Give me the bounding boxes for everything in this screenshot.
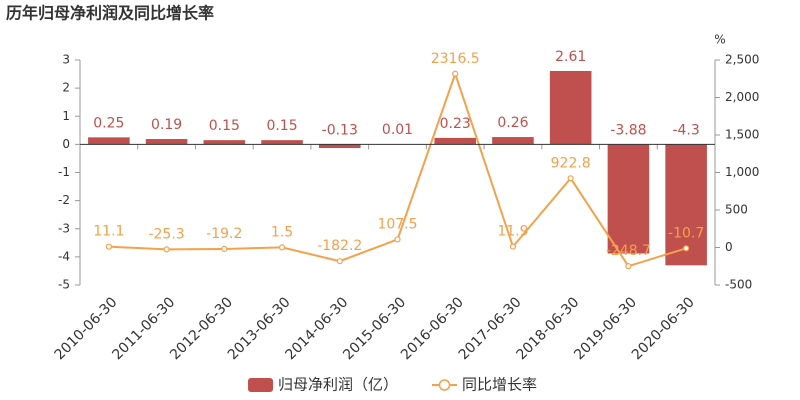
line-value-label: -19.2 bbox=[206, 226, 242, 242]
line-value-label: -248.7 bbox=[606, 243, 651, 259]
y2-tick-label: 500 bbox=[725, 203, 748, 217]
bar bbox=[665, 144, 707, 266]
legend-label: 归母净利润（亿） bbox=[278, 376, 398, 394]
line-point bbox=[509, 243, 517, 250]
bar-value-label: 2.61 bbox=[555, 49, 586, 65]
bar bbox=[145, 139, 188, 145]
x-tick-label: 2020-06-30 bbox=[629, 294, 698, 363]
y-tick-label: -5 bbox=[58, 278, 70, 292]
bar-value-label: 0.15 bbox=[209, 118, 240, 134]
y-tick-label: 3 bbox=[62, 53, 70, 67]
line-value-label: 11.9 bbox=[497, 224, 528, 240]
line-value-label: 922.8 bbox=[551, 155, 591, 171]
bar-value-label: 0.23 bbox=[440, 116, 471, 132]
y2-tick-label: 2,000 bbox=[725, 90, 759, 104]
line-point bbox=[336, 258, 343, 265]
bar-value-label: -3.88 bbox=[610, 122, 646, 138]
y2-tick-label: -500 bbox=[725, 278, 752, 292]
y-tick-label: -2 bbox=[58, 193, 70, 207]
line-value-label: 2316.5 bbox=[431, 51, 480, 67]
bar-value-label: 0.19 bbox=[151, 117, 182, 133]
legend-label: 同比增长率 bbox=[462, 376, 537, 394]
y-tick-label: -1 bbox=[58, 165, 70, 179]
bar-value-label: 0.25 bbox=[93, 115, 124, 131]
line-point bbox=[567, 175, 574, 182]
line-point bbox=[163, 246, 170, 253]
bar-value-label: 0.26 bbox=[497, 115, 528, 131]
line-value-label: -10.7 bbox=[668, 225, 704, 241]
line-point bbox=[683, 245, 690, 252]
y-tick-label: -4 bbox=[58, 249, 70, 263]
bar-value-label: -0.13 bbox=[322, 122, 358, 138]
line-value-label: 107.5 bbox=[377, 216, 417, 232]
line-point bbox=[394, 236, 401, 243]
y2-tick-label: 0 bbox=[725, 240, 733, 254]
y-tick-label: 1 bbox=[62, 109, 70, 123]
legend-swatch bbox=[248, 378, 273, 392]
legend-swatch bbox=[438, 379, 451, 391]
line-value-label: 1.5 bbox=[271, 224, 293, 240]
bar-value-label: 0.01 bbox=[382, 122, 413, 138]
y2-tick-label: 1,000 bbox=[725, 165, 759, 179]
y-tick-label: -3 bbox=[58, 221, 70, 235]
y2-axis-label: % bbox=[714, 33, 725, 47]
bar-value-label: -4.3 bbox=[672, 122, 699, 138]
line-point bbox=[221, 245, 228, 253]
y-tick-label: 2 bbox=[62, 81, 70, 95]
line-point bbox=[452, 70, 459, 77]
line-point bbox=[278, 244, 286, 251]
line-value-label: -25.3 bbox=[148, 226, 184, 242]
chart-title: 历年归母净利润及同比增长率 bbox=[6, 4, 214, 23]
line-point bbox=[105, 243, 112, 250]
bar bbox=[88, 137, 130, 145]
bar bbox=[261, 140, 303, 145]
y2-tick-label: 2,500 bbox=[725, 53, 759, 67]
bar bbox=[318, 144, 361, 149]
bar bbox=[549, 70, 592, 145]
bar-value-label: 0.15 bbox=[266, 118, 297, 134]
bar bbox=[203, 140, 246, 145]
y-tick-label: 0 bbox=[62, 137, 70, 151]
bar bbox=[434, 137, 477, 145]
bar bbox=[607, 144, 650, 254]
line-value-label: -182.2 bbox=[317, 238, 362, 254]
bar bbox=[492, 137, 534, 145]
line-point bbox=[625, 263, 632, 270]
line-value-label: 11.1 bbox=[93, 224, 124, 240]
y2-tick-label: 1,500 bbox=[725, 128, 759, 142]
